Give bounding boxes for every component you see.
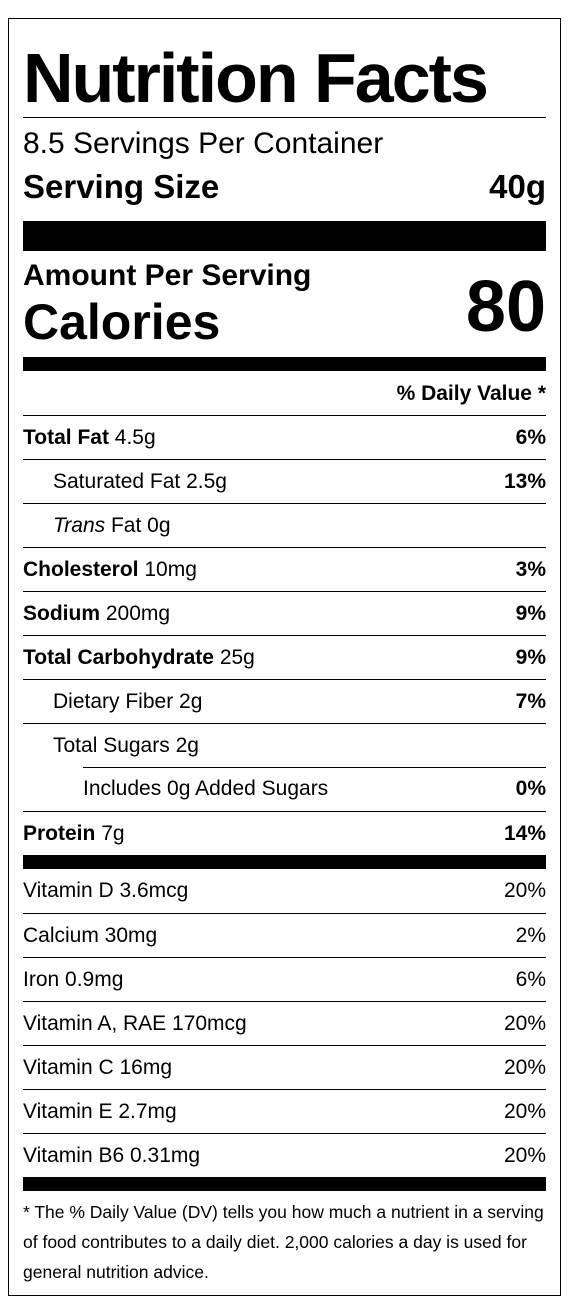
vitamin-row-calcium: Calcium 30mg 2% (23, 913, 546, 957)
calories-value: 80 (465, 267, 546, 347)
dv-value: 20% (503, 1011, 546, 1035)
nutrient-row-sodium: Sodium 200mg 9% (23, 591, 546, 635)
nutrition-label: Nutrition Facts 8.5 Servings Per Contain… (8, 18, 561, 1296)
dv-value: 13% (503, 469, 546, 493)
nutrient-row-added-sugars: Includes 0g Added Sugars 0% (83, 777, 546, 800)
daily-value-header: % Daily Value * (396, 382, 546, 405)
calories-label: Calories (23, 294, 221, 350)
label-title: Nutrition Facts (23, 39, 489, 117)
nutrient-row-cholesterol: Cholesterol 10mg 3% (23, 547, 546, 591)
dv-value: 20% (503, 1143, 546, 1167)
added-sugars-divider (83, 767, 546, 768)
dv-value: 9% (515, 601, 546, 625)
medium-divider (23, 855, 546, 869)
dv-value: 6% (515, 967, 546, 991)
divider (23, 117, 546, 118)
dv-value: 7% (515, 689, 546, 713)
nutrient-row-total-sugars: Total Sugars 2g (23, 723, 546, 767)
dv-value: 20% (503, 1055, 546, 1079)
vitamin-row-iron: Iron 0.9mg 6% (23, 957, 546, 1001)
medium-divider (23, 357, 546, 371)
dv-value: 3% (515, 557, 546, 581)
medium-divider (23, 1177, 546, 1191)
dv-value: 20% (503, 1099, 546, 1123)
vitamin-row-e: Vitamin E 2.7mg 20% (23, 1089, 546, 1133)
nutrient-row-dietary-fiber: Dietary Fiber 2g 7% (23, 679, 546, 723)
vitamin-row-c: Vitamin C 16mg 20% (23, 1045, 546, 1089)
dv-value: 9% (515, 645, 546, 669)
vitamin-row-d: Vitamin D 3.6mcg 20% (23, 879, 546, 902)
nutrient-row-total-carbohydrate: Total Carbohydrate 25g 9% (23, 635, 546, 679)
nutrient-row-trans-fat: Trans Fat 0g (23, 503, 546, 547)
serving-size-value: 40g (489, 168, 546, 205)
serving-size-label: Serving Size (23, 168, 220, 205)
dv-value: 20% (503, 879, 546, 902)
amount-per-serving: Amount Per Serving (23, 259, 312, 292)
dv-value: 6% (515, 425, 546, 449)
dv-value: 0% (515, 777, 546, 800)
footnote: * The % Daily Value (DV) tells you how m… (23, 1202, 544, 1282)
serving-size-row: Serving Size 40g (23, 170, 546, 203)
dv-value: 14% (503, 821, 546, 845)
nutrient-row-protein: Protein 7g 14% (23, 811, 546, 855)
servings-per-container: 8.5 Servings Per Container (23, 127, 384, 160)
vitamin-row-a: Vitamin A, RAE 170mcg 20% (23, 1001, 546, 1045)
vitamin-row-b6: Vitamin B6 0.31mg 20% (23, 1133, 546, 1177)
nutrient-row-saturated-fat: Saturated Fat 2.5g 13% (23, 459, 546, 503)
nutrient-row-total-fat: Total Fat 4.5g 6% (23, 415, 546, 459)
thick-divider (23, 221, 546, 251)
dv-value: 2% (515, 923, 546, 947)
